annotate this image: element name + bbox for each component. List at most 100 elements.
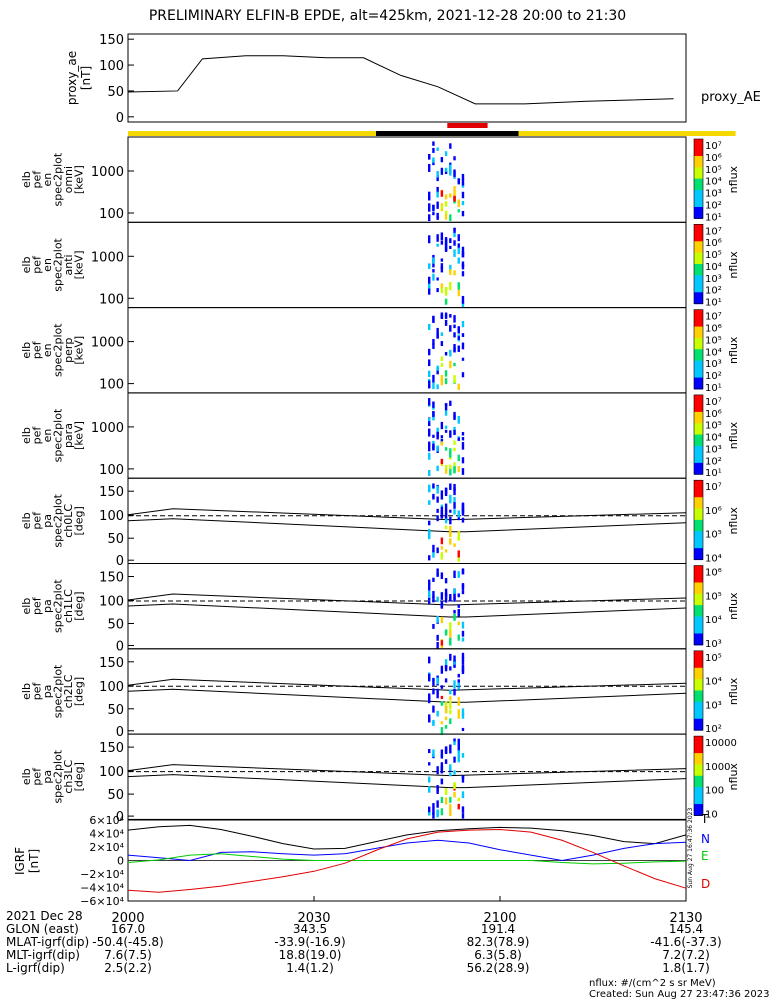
spectrogram-ylabel: pef (31, 170, 44, 189)
igrf-run-stamp: Sun Aug 27 16:47:36 2023 (687, 808, 694, 889)
spectrogram-pixel (436, 508, 439, 513)
colorbar-tick-label: 100 (705, 786, 724, 797)
colorbar-segment (694, 753, 703, 760)
spectrogram-pixel (457, 345, 460, 352)
spectrogram-pixel (432, 550, 435, 558)
spectrogram-ylabel: spec2plot (52, 408, 65, 462)
colorbar-segment (694, 417, 703, 424)
colorbar-segment (694, 787, 703, 794)
spectrogram-pixel (428, 214, 431, 222)
spectrogram-pixel (449, 744, 452, 751)
spectrogram-pixel (432, 374, 435, 383)
footer-row-label: 2021 Dec 28 (6, 909, 83, 923)
colorbar-label: nflux (727, 251, 740, 279)
spectrogram-pixel (457, 437, 460, 441)
spectrogram-pixel (449, 245, 452, 249)
spectrogram-pixel (453, 609, 456, 614)
spectrogram-ylabel: [deg] (73, 506, 86, 535)
spectrogram-tick-label: 100 (99, 765, 124, 780)
spectrogram-pixel (461, 210, 465, 217)
spectrogram-pixel (440, 356, 444, 362)
footer-row-value: 191.4 (480, 922, 516, 936)
spectrogram-pixel (449, 666, 452, 671)
spectrogram-pixel (440, 640, 444, 646)
spectrogram-pixel (428, 286, 431, 295)
spectrogram-pixel (432, 382, 435, 390)
spectrogram-pixel (444, 594, 448, 603)
colorbar-tick-label: 10² (705, 724, 722, 735)
spectrogram-pixel (453, 465, 456, 474)
spectrogram-pixel (436, 147, 439, 151)
spectrogram-ylabel: pef (31, 767, 44, 786)
footer-row-value: -41.6(-37.3) (650, 935, 722, 949)
spectrogram-pixel (432, 269, 435, 273)
colorbar-segment (694, 508, 703, 515)
spectrogram-pixel (432, 577, 435, 582)
colorbar-tick-label: 10¹ (705, 298, 722, 309)
colorbar-segment (694, 571, 703, 578)
colorbar-segment (694, 144, 703, 151)
spectrogram-pixel (432, 257, 435, 264)
footer-row-value: -50.4(-45.8) (92, 935, 164, 949)
spectrogram-pixel (453, 738, 456, 743)
colorbar-segment (694, 457, 703, 464)
spectrogram-pixel (457, 515, 460, 521)
colorbar-tick-label: 10⁶ (705, 409, 722, 420)
colorbar-segment (694, 462, 703, 470)
spectrogram-pixel (432, 493, 435, 498)
footer-row-value: 145.4 (668, 922, 704, 936)
spectrogram-pixel (432, 273, 435, 281)
colorbar-segment (694, 155, 703, 163)
spectrogram-ylabel: pef (31, 511, 44, 530)
spectrogram-pixel (428, 696, 431, 704)
colorbar-tick-label: 10⁵ (705, 591, 722, 602)
x-tick-label: 2130 (669, 911, 702, 926)
colorbar-segment (694, 627, 703, 635)
footer-row-label: MLAT-igrf(dip) (6, 935, 90, 949)
colorbar-segment (694, 684, 703, 692)
spectrogram-pixel (457, 326, 460, 334)
spectrogram-pixel (440, 572, 444, 577)
colorbar-segment (694, 804, 703, 811)
spectrogram-ylabel: pa (41, 599, 54, 613)
spectrogram-pixel (432, 705, 435, 713)
spectrogram-pixel (457, 199, 460, 206)
igrf-legend-D: D (701, 877, 710, 891)
spectrogram-pixel (453, 593, 456, 601)
spectrogram-pixel (440, 575, 444, 580)
spectrogram-pixel (449, 448, 452, 454)
spectrogram-pixel (440, 685, 444, 689)
spectrogram-pixel (440, 438, 444, 444)
spectrogram-pixel (444, 312, 448, 319)
spectrogram-pixel (432, 339, 435, 345)
colorbar-segment (694, 679, 703, 686)
igrf-legend-E: E (701, 849, 709, 863)
spectrogram-pixel (461, 173, 465, 181)
spectrogram-pixel (436, 568, 439, 576)
spectrogram-pixel (453, 414, 456, 421)
spectrogram-pixel (432, 411, 435, 417)
colorbar-label: nflux (727, 592, 740, 620)
spectrogram-pixel (457, 336, 460, 340)
spectrogram-ylabel: elb (20, 257, 33, 274)
colorbar-segment (694, 724, 703, 731)
colorbar-segment (694, 610, 703, 618)
footer-row-value: 6.3(5.8) (474, 948, 522, 962)
spectrogram-tick-label: 1000 (91, 336, 124, 351)
spectrogram-pixel (449, 639, 452, 645)
spectrogram-pixel (449, 467, 452, 476)
spectrogram-pixel (453, 186, 456, 192)
proxy-ae-tick-label: 100 (99, 59, 124, 74)
spectrogram-pixel (449, 516, 452, 525)
spectrogram-pixel (453, 228, 456, 233)
colorbar-tick-label: 10¹ (705, 468, 722, 479)
spectrogram-pixel (432, 688, 435, 695)
spectrogram-pixel (444, 716, 448, 721)
spectrogram-pixel (428, 808, 431, 815)
colorbar-frame (693, 394, 704, 475)
spectrogram-pixel (449, 750, 452, 754)
spectrogram-frame (127, 221, 687, 309)
spectrogram-pixel (449, 538, 452, 544)
spectrogram-pixel (453, 770, 456, 775)
